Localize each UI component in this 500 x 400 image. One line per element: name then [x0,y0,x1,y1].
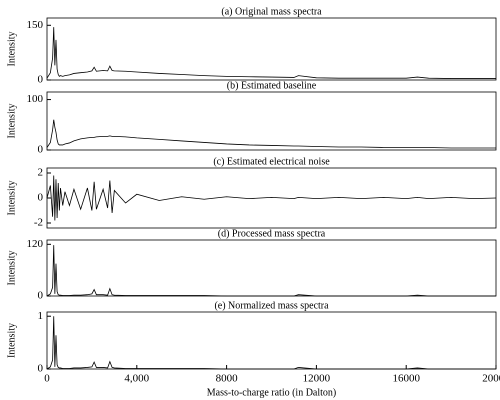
y-axis-label: Intensity [6,104,17,139]
spectrum-line [46,316,496,370]
panel-title: (c) Estimated electrical noise [213,156,330,167]
x-axis-label: Mass-to-charge ratio (in Dalton) [207,387,337,398]
y-tick-label: 0 [38,144,44,156]
y-axis-label: Intensity [6,32,17,67]
panel-title: (b) Estimated baseline [227,80,317,91]
x-tick-label: 4,000 [124,373,149,385]
y-tick-label: 0 [38,290,44,302]
panel-title: (a) Original mass spectra [221,6,322,17]
panel-frame [46,167,497,229]
y-tick-label: 0 [38,192,44,204]
y-axis-label: Intensity [6,181,17,216]
panel-title: (e) Normalized mass spectra [214,300,329,311]
y-tick-label: -2 [34,217,43,229]
y-tick-label: 0 [38,74,44,86]
y-tick-label: 1 [38,310,44,322]
y-tick-label: 2 [38,167,44,179]
x-tick-label: 20000 [482,373,500,385]
y-tick-label: 150 [27,19,44,31]
spectrum-line [46,119,496,149]
panel-title: (d) Processed mass spectra [218,228,326,239]
y-tick-label: 120 [27,238,44,250]
x-tick-label: 12000 [303,373,331,385]
panel-frame [46,17,497,81]
spectrum-line [46,245,496,297]
x-tick-label: 0 [44,373,50,385]
y-axis-label: Intensity [6,251,17,286]
x-tick-label: 16000 [392,373,420,385]
panel-frame [46,91,497,151]
spectrum-line [46,27,496,79]
y-tick-label: 0 [38,363,44,375]
spectrum-line [46,175,497,221]
y-tick-label: 100 [27,93,44,105]
y-axis-label: Intensity [6,323,17,358]
x-tick-label: 8000 [216,373,239,385]
panel-frame [46,239,497,297]
panel-frame [46,311,497,370]
